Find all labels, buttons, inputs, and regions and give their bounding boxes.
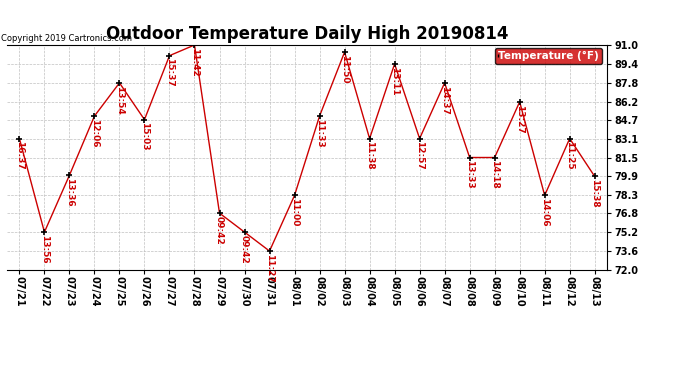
Text: 12:06: 12:06	[90, 119, 99, 147]
Text: 09:42: 09:42	[240, 235, 249, 264]
Text: 11:50: 11:50	[340, 55, 349, 83]
Text: 15:37: 15:37	[165, 58, 174, 87]
Title: Outdoor Temperature Daily High 20190814: Outdoor Temperature Daily High 20190814	[106, 26, 509, 44]
Legend: Temperature (°F): Temperature (°F)	[495, 48, 602, 64]
Text: 15:03: 15:03	[140, 122, 149, 151]
Text: 13:27: 13:27	[515, 105, 524, 134]
Text: 13:36: 13:36	[65, 178, 74, 207]
Text: 14:06: 14:06	[540, 198, 549, 227]
Text: 14:18: 14:18	[490, 160, 499, 189]
Text: 13:54: 13:54	[115, 86, 124, 114]
Text: 11:27: 11:27	[265, 254, 274, 283]
Text: 12:57: 12:57	[415, 141, 424, 170]
Text: 09:42: 09:42	[215, 216, 224, 244]
Text: Copyright 2019 Cartronics.com: Copyright 2019 Cartronics.com	[1, 34, 132, 43]
Text: 13:11: 13:11	[390, 67, 399, 95]
Text: 11:38: 11:38	[365, 141, 374, 170]
Text: 11:33: 11:33	[315, 119, 324, 147]
Text: 15:38: 15:38	[590, 179, 599, 208]
Text: 11:00: 11:00	[290, 198, 299, 226]
Text: 13:33: 13:33	[465, 160, 474, 189]
Text: 11:42: 11:42	[190, 48, 199, 76]
Text: 11:25: 11:25	[565, 141, 574, 170]
Text: 13:56: 13:56	[40, 235, 49, 264]
Text: 16:37: 16:37	[15, 141, 24, 170]
Text: 14:37: 14:37	[440, 86, 449, 114]
